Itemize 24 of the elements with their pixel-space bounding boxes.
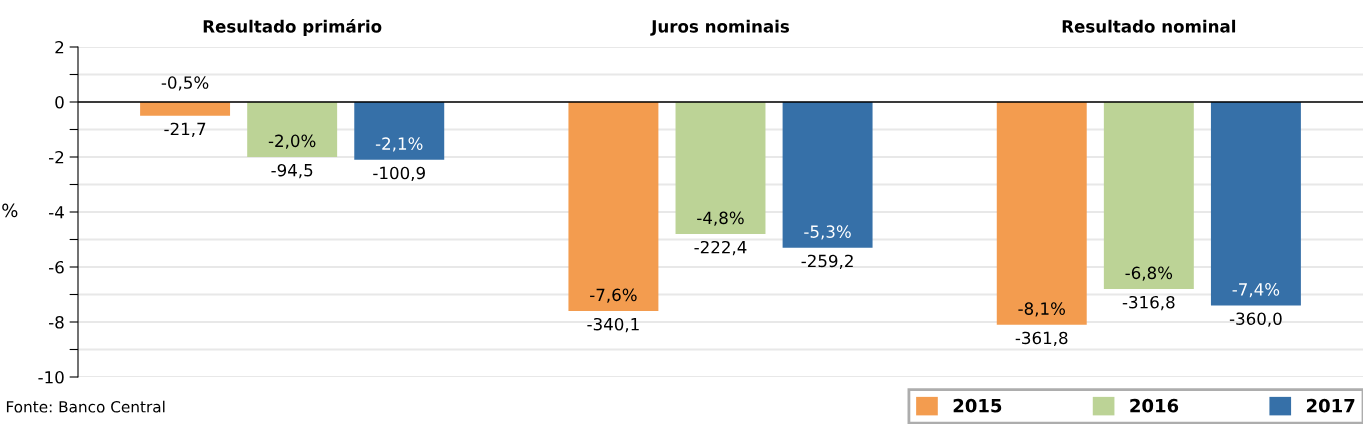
source-note: Fonte: Banco Central bbox=[6, 400, 165, 413]
text: -0,5% -21,7 bbox=[161, 76, 209, 137]
y-tick-label: 2 bbox=[55, 40, 64, 54]
data-label: -8,1% -361,8 bbox=[1015, 302, 1068, 346]
y-tick-label: -6 bbox=[49, 260, 64, 274]
data-label: -2,0% -94,5 bbox=[268, 134, 316, 179]
y-axis-title: % bbox=[2, 203, 18, 218]
data-label: -5,3% -259,2 bbox=[801, 225, 853, 269]
legend-label: 2017 bbox=[1306, 398, 1355, 413]
x-tick-label: Resultado primário bbox=[203, 19, 382, 36]
x-tick-label: Resultado nominal bbox=[1062, 19, 1236, 33]
data-label: -4,8% -222,4 bbox=[694, 211, 747, 256]
x-tick-label: Juros nominais bbox=[650, 19, 790, 36]
legend-label: 2015 bbox=[953, 398, 1002, 413]
data-label: -6,8% -316,8 bbox=[1122, 266, 1175, 311]
y-tick-label: 0 bbox=[55, 95, 64, 109]
y-tick-label: -4 bbox=[49, 206, 64, 219]
data-label: -7,6% -340,1 bbox=[587, 288, 639, 333]
y-tick-label: -8 bbox=[49, 315, 64, 329]
y-tick-label: -2 bbox=[49, 150, 64, 164]
data-label: -7,4% -360,0 bbox=[1229, 283, 1282, 327]
y-tick-label: -10 bbox=[38, 370, 64, 384]
legend-label: 2016 bbox=[1130, 398, 1179, 413]
data-label: -2,1% -100,9 bbox=[373, 137, 425, 181]
